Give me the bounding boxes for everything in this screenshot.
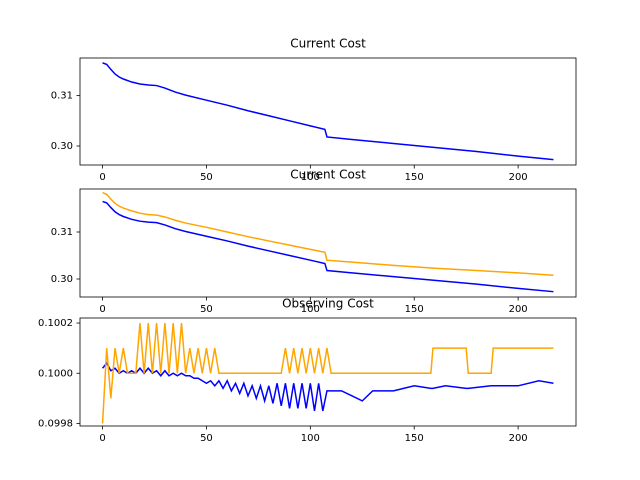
- x-tick-label: 200: [509, 304, 528, 315]
- y-tick-label: 0.1000: [38, 368, 73, 379]
- axes-frame: [79, 188, 577, 298]
- x-tick-label: 100: [301, 433, 320, 444]
- y-tick-label: 0.31: [51, 227, 73, 238]
- y-tick-label: 0.0998: [38, 418, 73, 429]
- x-tick-label: 150: [405, 304, 424, 315]
- data-line: [102, 62, 554, 161]
- x-tick-label: 0: [99, 172, 105, 183]
- plot-area: [80, 318, 576, 426]
- y-tick-label: 0.30: [51, 274, 73, 285]
- x-tick-label: 200: [509, 433, 528, 444]
- x-tick-label: 0: [99, 433, 105, 444]
- x-tick-label: 200: [509, 172, 528, 183]
- x-tick-label: 50: [200, 304, 213, 315]
- x-tick-label: 50: [200, 172, 213, 183]
- x-tick-label: 150: [405, 433, 424, 444]
- y-tick-label: 0.1002: [38, 318, 73, 329]
- x-tick-label: 150: [405, 172, 424, 183]
- data-line: [102, 191, 554, 276]
- y-tick-label: 0.30: [51, 141, 73, 152]
- axes-frame: [79, 317, 577, 427]
- x-tick-label: 100: [301, 304, 320, 315]
- plot-area: [80, 189, 576, 297]
- chart-title: Observing Cost: [282, 297, 374, 311]
- chart-title: Current Cost: [290, 168, 366, 182]
- chart-title: Current Cost: [290, 37, 366, 51]
- data-line: [102, 200, 554, 293]
- axes-frame: [79, 57, 577, 166]
- y-tick-label: 0.31: [51, 91, 73, 102]
- data-line: [101, 322, 554, 424]
- x-tick-label: 50: [200, 433, 213, 444]
- x-tick-label: 100: [301, 172, 320, 183]
- plot-area: [80, 58, 576, 165]
- x-tick-label: 0: [99, 304, 105, 315]
